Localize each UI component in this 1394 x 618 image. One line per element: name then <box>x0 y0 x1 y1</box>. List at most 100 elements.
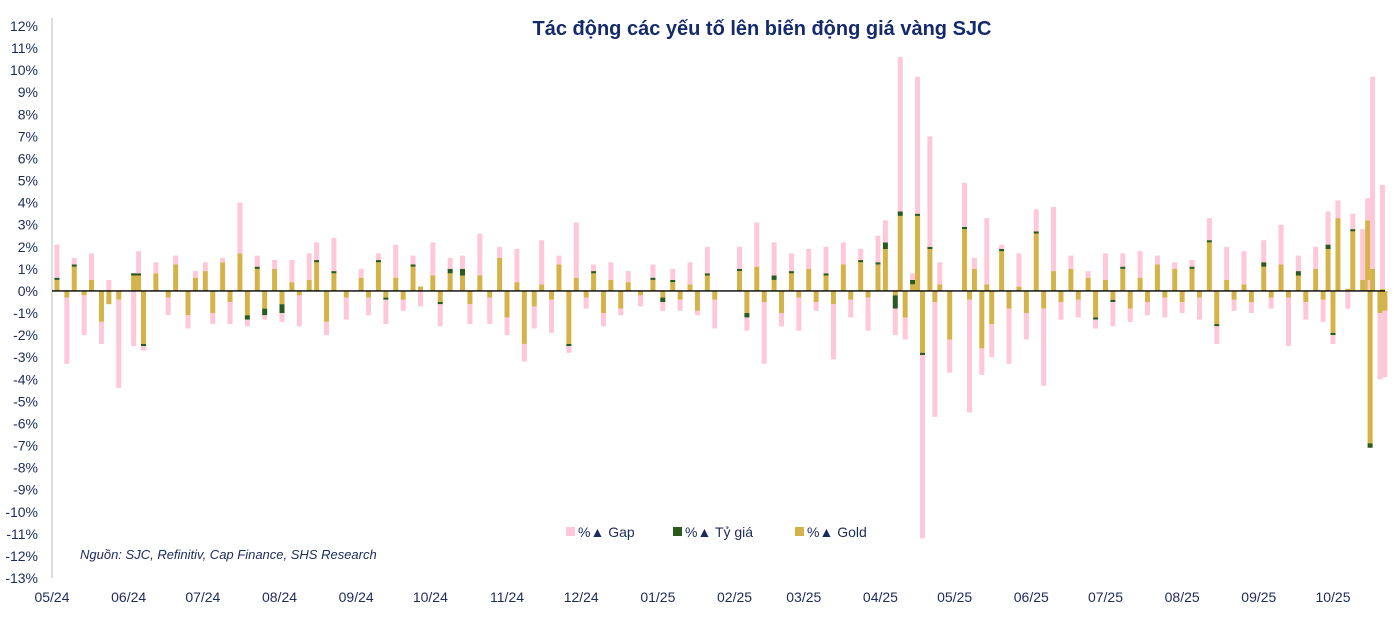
bar-ty-gia <box>244 315 250 320</box>
bar-gap <box>813 302 819 311</box>
bar-gold <box>1379 288 1385 291</box>
bar-gap <box>704 246 710 274</box>
bar-gap <box>660 302 666 311</box>
bar-gold <box>788 273 794 291</box>
legend: %▲ Gap %▲ Tỷ giá %▲ Gold <box>566 524 867 540</box>
bar-gold <box>383 290 389 298</box>
bar-gold <box>1172 268 1178 291</box>
bar-gap <box>116 299 122 389</box>
bar-gap <box>915 76 921 214</box>
bar-gold <box>591 273 597 291</box>
x-tick-label: 01/25 <box>640 589 675 605</box>
bar-gap <box>1179 302 1185 314</box>
bar-gap <box>1068 255 1074 269</box>
bar-gold <box>279 290 285 305</box>
bar-gap <box>1224 246 1230 280</box>
bar-gap <box>237 202 243 254</box>
x-tick-label: 05/25 <box>937 589 972 605</box>
bar-gap <box>1278 224 1284 265</box>
bar-gap <box>1110 302 1116 327</box>
bar-gold <box>687 284 693 291</box>
y-tick-label: -3% <box>13 349 38 365</box>
bar-gap <box>1377 313 1383 380</box>
y-tick-label: 1% <box>18 261 38 277</box>
bar-gap <box>761 302 767 364</box>
bar-gold <box>600 290 606 314</box>
y-tick-label: 7% <box>18 128 38 144</box>
bar-gold <box>1360 279 1366 291</box>
bar-gold <box>237 253 243 291</box>
x-tick-label: 05/24 <box>34 589 69 605</box>
bar-gap <box>712 299 718 329</box>
bar-gold <box>1295 275 1301 291</box>
bar-gold <box>694 290 700 311</box>
bar-gold <box>1370 268 1376 291</box>
bar-gold <box>1285 290 1291 298</box>
bar-ty-gia <box>1214 324 1220 327</box>
bar-ty-gia <box>141 343 146 347</box>
bar-gold <box>583 290 589 298</box>
bar-gap <box>437 304 443 327</box>
bar-gold <box>744 290 750 314</box>
bar-gold <box>272 268 278 291</box>
bar-gap <box>375 253 381 261</box>
bar-ty-gia <box>54 277 60 280</box>
bar-gap <box>1006 308 1012 364</box>
bar-gap <box>306 253 312 280</box>
bar-ty-gia <box>1189 266 1195 269</box>
y-axis: 12% 11% 10% 9% 8% 7% 6% 5% 4% 3% 2% 1% 0% -1% -2% -3% -4… <box>5 18 53 586</box>
bar-gap <box>185 315 191 329</box>
x-tick-label: 10/24 <box>413 589 448 605</box>
bar-ty-gia <box>1093 317 1099 320</box>
bar-gap <box>1162 297 1168 318</box>
bar-gap <box>625 271 631 283</box>
bar-gold <box>1075 290 1081 300</box>
y-tick-label: 4% <box>18 195 38 211</box>
bar-gap <box>566 346 572 353</box>
bar-gold <box>417 286 423 291</box>
bar-gold <box>1345 288 1351 291</box>
y-tick-label: 9% <box>18 84 38 100</box>
bar-gold <box>897 215 903 291</box>
x-tick-label: 08/24 <box>262 589 297 605</box>
bar-gold <box>366 290 372 298</box>
bar-ty-gia <box>650 277 656 280</box>
y-tick-label: -4% <box>13 371 38 387</box>
bar-gap <box>875 235 881 263</box>
bar-gold <box>343 290 349 298</box>
bar-gold <box>477 275 483 291</box>
bar-gold <box>902 290 908 318</box>
y-tick-label: 12% <box>10 18 38 34</box>
bar-gap <box>106 279 112 291</box>
bar-gold <box>796 290 802 298</box>
bar-gold <box>999 251 1005 291</box>
bar-gap <box>937 262 943 285</box>
bar-gold <box>865 290 871 298</box>
bar-ty-gia <box>1367 443 1373 448</box>
bar-gold <box>1241 284 1247 291</box>
y-tick-label: 10% <box>10 62 38 78</box>
y-tick-label: -9% <box>13 482 38 498</box>
bar-ty-gia <box>279 304 285 314</box>
bar-ty-gia <box>919 352 925 355</box>
bar-ty-gia <box>1325 244 1331 250</box>
bar-gold <box>1367 290 1373 444</box>
bar-gap <box>1214 326 1220 344</box>
bar-gold <box>467 290 473 305</box>
bar-gap <box>131 290 137 347</box>
bar-gap <box>1320 299 1326 322</box>
bar-gap <box>514 249 520 283</box>
bar-gap <box>289 260 295 283</box>
bar-gap <box>467 304 473 325</box>
bar-gold <box>882 249 888 291</box>
bar-gap <box>1127 308 1133 322</box>
bar-gold <box>1120 268 1126 291</box>
bar-gap <box>358 268 364 278</box>
bar-ty-gia <box>915 213 921 216</box>
bar-gold <box>989 290 995 325</box>
bar-gap <box>989 324 995 358</box>
bar-gold <box>704 275 710 291</box>
bar-gold <box>1320 290 1326 300</box>
bar-gap <box>81 295 87 336</box>
bar-gold <box>1051 271 1057 291</box>
